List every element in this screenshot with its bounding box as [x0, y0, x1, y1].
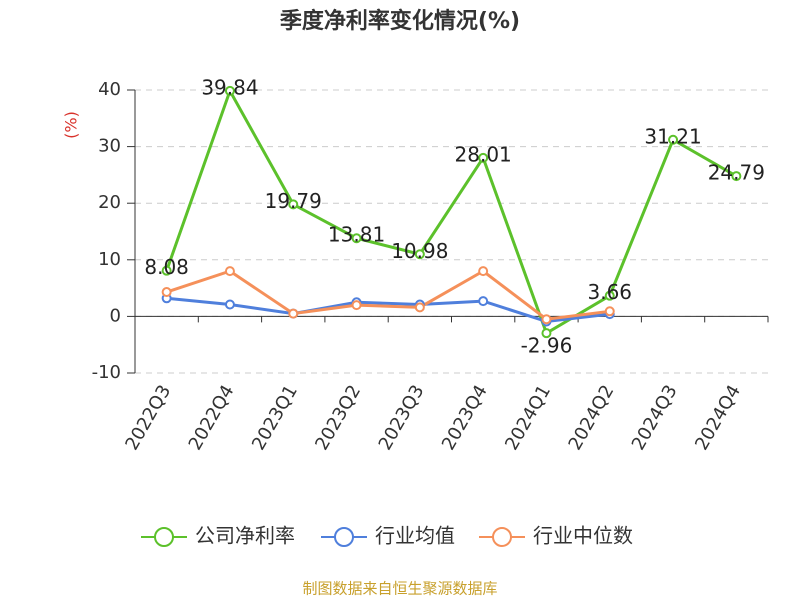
x-tick-label: 2023Q3: [375, 382, 429, 454]
point-marker: [541, 314, 552, 325]
data-label: 10.98: [391, 239, 448, 263]
x-tick-label: 2024Q2: [565, 382, 619, 454]
data-label: -2.96: [521, 334, 573, 358]
x-tick-label: 2024Q1: [501, 382, 555, 454]
point-marker: [478, 296, 489, 307]
x-tick-label: 2023Q4: [438, 382, 492, 454]
point-marker: [414, 302, 425, 313]
data-label: 39.84: [201, 75, 258, 99]
point-marker: [541, 328, 552, 339]
legend-label: 行业均值: [375, 524, 455, 548]
point-marker: [351, 233, 362, 244]
point-marker: [224, 266, 235, 277]
y-tick-label: 20: [98, 192, 121, 213]
x-tick-label: 2024Q3: [628, 382, 682, 454]
y-axis-label: (%): [62, 111, 81, 139]
x-tick-label: 2023Q2: [311, 382, 365, 454]
y-tick-label: 40: [98, 79, 121, 100]
point-marker: [414, 249, 425, 260]
point-marker: [351, 300, 362, 311]
x-tick-label: 2023Q1: [248, 382, 302, 454]
legend-label: 行业中位数: [533, 524, 633, 548]
point-marker: [668, 134, 679, 145]
source-note: 制图数据来自恒生聚源数据库: [302, 580, 497, 598]
point-marker: [224, 85, 235, 96]
x-tick-label: 2024Q4: [691, 382, 745, 454]
y-tick-label: -10: [92, 362, 121, 383]
legend-marker: [334, 527, 354, 547]
y-tick-label: 30: [98, 136, 121, 157]
y-tick-label: 10: [98, 249, 121, 270]
point-marker: [288, 308, 299, 319]
data-label: 24.79: [708, 161, 765, 185]
legend-item[interactable]: 行业均值: [321, 524, 455, 548]
y-tick-label: 0: [110, 305, 121, 326]
point-marker: [161, 265, 172, 276]
series-line: [166, 269, 610, 321]
point-marker: [224, 299, 235, 310]
point-marker: [478, 152, 489, 163]
point-marker: [288, 199, 299, 210]
x-tick-label: 2022Q3: [121, 382, 175, 454]
point-marker: [731, 171, 742, 182]
x-tick-label: 2022Q4: [185, 382, 239, 454]
data-label: 13.81: [328, 223, 385, 247]
series-line: [166, 296, 610, 324]
point-marker: [604, 306, 615, 317]
data-label: 19.79: [265, 189, 322, 213]
point-marker: [604, 290, 615, 301]
point-marker: [478, 266, 489, 277]
legend-marker: [154, 527, 174, 547]
legend-marker: [492, 527, 512, 547]
legend-label: 公司净利率: [195, 524, 295, 548]
data-label: 28.01: [455, 142, 512, 166]
series-line: [165, 87, 738, 336]
data-label: 31.21: [644, 124, 701, 148]
legend-item[interactable]: 行业中位数: [479, 524, 633, 548]
data-label: 8.08: [144, 255, 189, 279]
legend-item[interactable]: 公司净利率: [141, 524, 295, 548]
chart-title: 季度净利率变化情况(%): [280, 8, 520, 34]
point-marker: [161, 287, 172, 298]
data-label: 3.66: [587, 280, 632, 304]
